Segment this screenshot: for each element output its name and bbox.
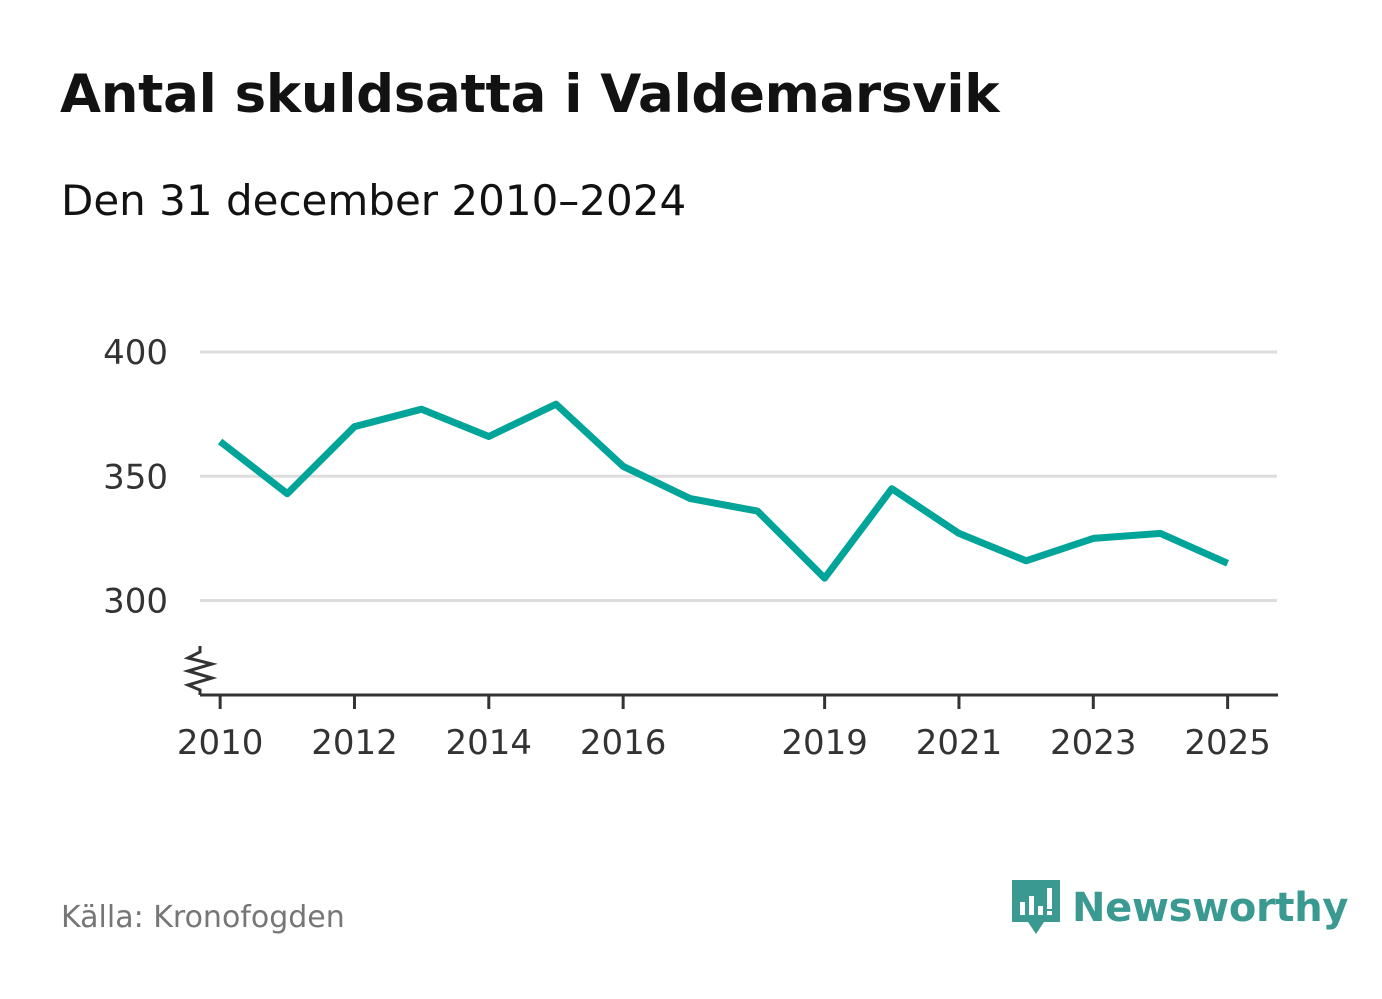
gridlines [200,350,1277,603]
series-line [217,400,1230,582]
y-tick-label: 300 [103,582,168,622]
series-layer [217,400,1230,582]
x-tick-label: 2010 [177,723,264,763]
brand-name: Newsworthy [1072,885,1349,931]
source-note: Källa: Kronofogden [61,900,345,935]
chart-subtitle: Den 31 december 2010–2024 [61,176,687,225]
x-tick-label: 2012 [311,723,398,763]
y-tick-label: 400 [103,333,168,373]
y-tick-label: 350 [103,457,168,497]
newsworthy-logo-icon [1012,880,1060,934]
tick-labels: 300 350 400 2010 2012 2014 2016 2019 2021 2023 202… [103,333,1271,763]
chart-title: Antal skuldsatta i Valdemarsvik [60,64,1000,125]
x-tick-label: 2016 [580,723,667,763]
x-tick-label: 2014 [446,723,533,763]
axis-break-icon [182,646,218,695]
x-tick-label: 2019 [781,723,868,763]
x-tick-label: 2021 [916,723,1003,763]
x-tick-label: 2025 [1184,723,1271,763]
brand-logo[interactable]: Newsworthy [1010,878,1349,938]
axes [182,646,1278,709]
x-tick-label: 2023 [1050,723,1137,763]
